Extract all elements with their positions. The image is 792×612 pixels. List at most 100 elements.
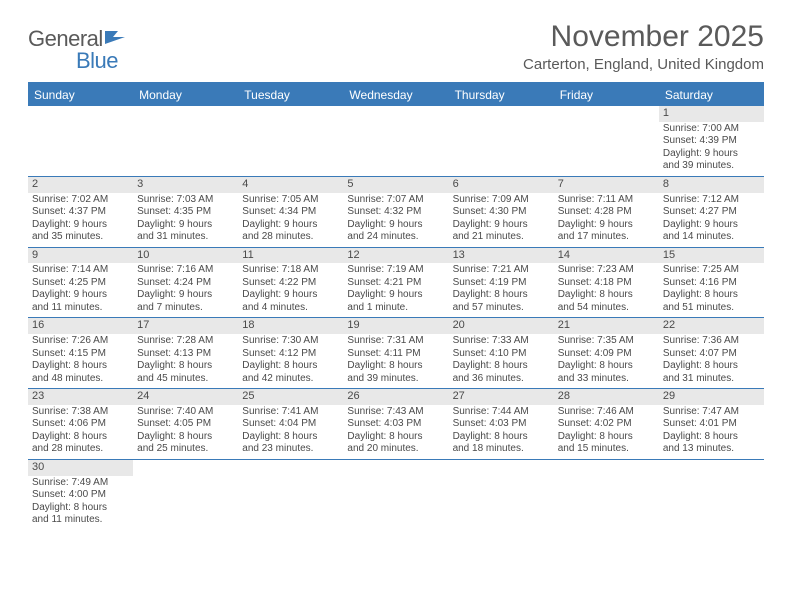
sunrise-text: Sunrise: 7:05 AM: [242, 194, 339, 207]
daylight-text: Daylight: 9 hours: [32, 219, 129, 232]
week-row: 9Sunrise: 7:14 AMSunset: 4:25 PMDaylight…: [28, 248, 764, 319]
daylight-text: Daylight: 8 hours: [32, 502, 129, 515]
daylight-text: Daylight: 8 hours: [453, 289, 550, 302]
day-number: 13: [449, 248, 554, 264]
daylight-text: Daylight: 9 hours: [558, 219, 655, 232]
day-content: Sunrise: 7:18 AMSunset: 4:22 PMDaylight:…: [238, 263, 343, 317]
day-cell: 16Sunrise: 7:26 AMSunset: 4:15 PMDayligh…: [28, 318, 133, 388]
day-cell: 30Sunrise: 7:49 AMSunset: 4:00 PMDayligh…: [28, 460, 133, 530]
daylight-text: Daylight: 8 hours: [558, 289, 655, 302]
day-cell-empty: [659, 460, 764, 530]
daylight-text-2: and 57 minutes.: [453, 302, 550, 315]
daylight-text-2: and 24 minutes.: [347, 231, 444, 244]
daylight-text-2: and 4 minutes.: [242, 302, 339, 315]
sunset-text: Sunset: 4:09 PM: [558, 348, 655, 361]
sunset-text: Sunset: 4:28 PM: [558, 206, 655, 219]
sunset-text: Sunset: 4:34 PM: [242, 206, 339, 219]
weekday-wednesday: Wednesday: [343, 84, 448, 106]
day-cell-empty: [238, 460, 343, 530]
daylight-text: Daylight: 9 hours: [347, 289, 444, 302]
sunset-text: Sunset: 4:07 PM: [663, 348, 760, 361]
day-cell: 20Sunrise: 7:33 AMSunset: 4:10 PMDayligh…: [449, 318, 554, 388]
day-content: Sunrise: 7:12 AMSunset: 4:27 PMDaylight:…: [659, 193, 764, 247]
sunset-text: Sunset: 4:03 PM: [347, 418, 444, 431]
day-cell-empty: [343, 460, 448, 530]
sunrise-text: Sunrise: 7:03 AM: [137, 194, 234, 207]
day-content: Sunrise: 7:41 AMSunset: 4:04 PMDaylight:…: [238, 405, 343, 459]
daylight-text-2: and 23 minutes.: [242, 443, 339, 456]
day-cell-empty: [133, 106, 238, 176]
title-block: November 2025 Carterton, England, United…: [523, 20, 764, 73]
sunset-text: Sunset: 4:21 PM: [347, 277, 444, 290]
day-cell: 28Sunrise: 7:46 AMSunset: 4:02 PMDayligh…: [554, 389, 659, 459]
logo-text-blue: Blue: [76, 48, 118, 74]
day-number: 12: [343, 248, 448, 264]
sunrise-text: Sunrise: 7:19 AM: [347, 264, 444, 277]
daylight-text-2: and 15 minutes.: [558, 443, 655, 456]
week-row: 2Sunrise: 7:02 AMSunset: 4:37 PMDaylight…: [28, 177, 764, 248]
sunrise-text: Sunrise: 7:49 AM: [32, 477, 129, 490]
day-content: Sunrise: 7:16 AMSunset: 4:24 PMDaylight:…: [133, 263, 238, 317]
day-cell: 19Sunrise: 7:31 AMSunset: 4:11 PMDayligh…: [343, 318, 448, 388]
sunset-text: Sunset: 4:37 PM: [32, 206, 129, 219]
sunrise-text: Sunrise: 7:40 AM: [137, 406, 234, 419]
sunrise-text: Sunrise: 7:16 AM: [137, 264, 234, 277]
sunset-text: Sunset: 4:03 PM: [453, 418, 550, 431]
location-subtitle: Carterton, England, United Kingdom: [523, 56, 764, 73]
day-cell: 13Sunrise: 7:21 AMSunset: 4:19 PMDayligh…: [449, 248, 554, 318]
day-content: Sunrise: 7:46 AMSunset: 4:02 PMDaylight:…: [554, 405, 659, 459]
daylight-text-2: and 7 minutes.: [137, 302, 234, 315]
sunrise-text: Sunrise: 7:35 AM: [558, 335, 655, 348]
day-cell-empty: [449, 106, 554, 176]
day-cell: 21Sunrise: 7:35 AMSunset: 4:09 PMDayligh…: [554, 318, 659, 388]
day-content: Sunrise: 7:31 AMSunset: 4:11 PMDaylight:…: [343, 334, 448, 388]
day-content: Sunrise: 7:00 AMSunset: 4:39 PMDaylight:…: [659, 122, 764, 176]
day-cell: 2Sunrise: 7:02 AMSunset: 4:37 PMDaylight…: [28, 177, 133, 247]
day-cell: 5Sunrise: 7:07 AMSunset: 4:32 PMDaylight…: [343, 177, 448, 247]
day-content: Sunrise: 7:47 AMSunset: 4:01 PMDaylight:…: [659, 405, 764, 459]
daylight-text-2: and 54 minutes.: [558, 302, 655, 315]
daylight-text: Daylight: 8 hours: [347, 431, 444, 444]
day-number: 26: [343, 389, 448, 405]
weekday-thursday: Thursday: [449, 84, 554, 106]
daylight-text: Daylight: 9 hours: [32, 289, 129, 302]
day-number: 11: [238, 248, 343, 264]
day-cell-empty: [28, 106, 133, 176]
day-content: Sunrise: 7:26 AMSunset: 4:15 PMDaylight:…: [28, 334, 133, 388]
daylight-text-2: and 35 minutes.: [32, 231, 129, 244]
sunset-text: Sunset: 4:04 PM: [242, 418, 339, 431]
daylight-text: Daylight: 8 hours: [137, 431, 234, 444]
day-number: 25: [238, 389, 343, 405]
page-title: November 2025: [523, 20, 764, 54]
sunset-text: Sunset: 4:02 PM: [558, 418, 655, 431]
day-number: 10: [133, 248, 238, 264]
sunrise-text: Sunrise: 7:12 AM: [663, 194, 760, 207]
day-number: 29: [659, 389, 764, 405]
day-number: 6: [449, 177, 554, 193]
calendar: SundayMondayTuesdayWednesdayThursdayFrid…: [28, 82, 764, 530]
day-content: Sunrise: 7:09 AMSunset: 4:30 PMDaylight:…: [449, 193, 554, 247]
sunset-text: Sunset: 4:27 PM: [663, 206, 760, 219]
day-cell-empty: [554, 460, 659, 530]
daylight-text: Daylight: 8 hours: [347, 360, 444, 373]
sunset-text: Sunset: 4:06 PM: [32, 418, 129, 431]
day-cell: 14Sunrise: 7:23 AMSunset: 4:18 PMDayligh…: [554, 248, 659, 318]
day-cell: 4Sunrise: 7:05 AMSunset: 4:34 PMDaylight…: [238, 177, 343, 247]
day-content: Sunrise: 7:35 AMSunset: 4:09 PMDaylight:…: [554, 334, 659, 388]
sunrise-text: Sunrise: 7:11 AM: [558, 194, 655, 207]
day-cell-empty: [343, 106, 448, 176]
daylight-text-2: and 21 minutes.: [453, 231, 550, 244]
day-cell-empty: [554, 106, 659, 176]
day-content: Sunrise: 7:33 AMSunset: 4:10 PMDaylight:…: [449, 334, 554, 388]
daylight-text: Daylight: 8 hours: [558, 431, 655, 444]
sunset-text: Sunset: 4:16 PM: [663, 277, 760, 290]
day-number: 27: [449, 389, 554, 405]
sunrise-text: Sunrise: 7:07 AM: [347, 194, 444, 207]
daylight-text-2: and 31 minutes.: [663, 373, 760, 386]
sunset-text: Sunset: 4:19 PM: [453, 277, 550, 290]
day-cell-empty: [449, 460, 554, 530]
day-cell: 26Sunrise: 7:43 AMSunset: 4:03 PMDayligh…: [343, 389, 448, 459]
sunrise-text: Sunrise: 7:02 AM: [32, 194, 129, 207]
day-content: Sunrise: 7:44 AMSunset: 4:03 PMDaylight:…: [449, 405, 554, 459]
daylight-text-2: and 1 minute.: [347, 302, 444, 315]
